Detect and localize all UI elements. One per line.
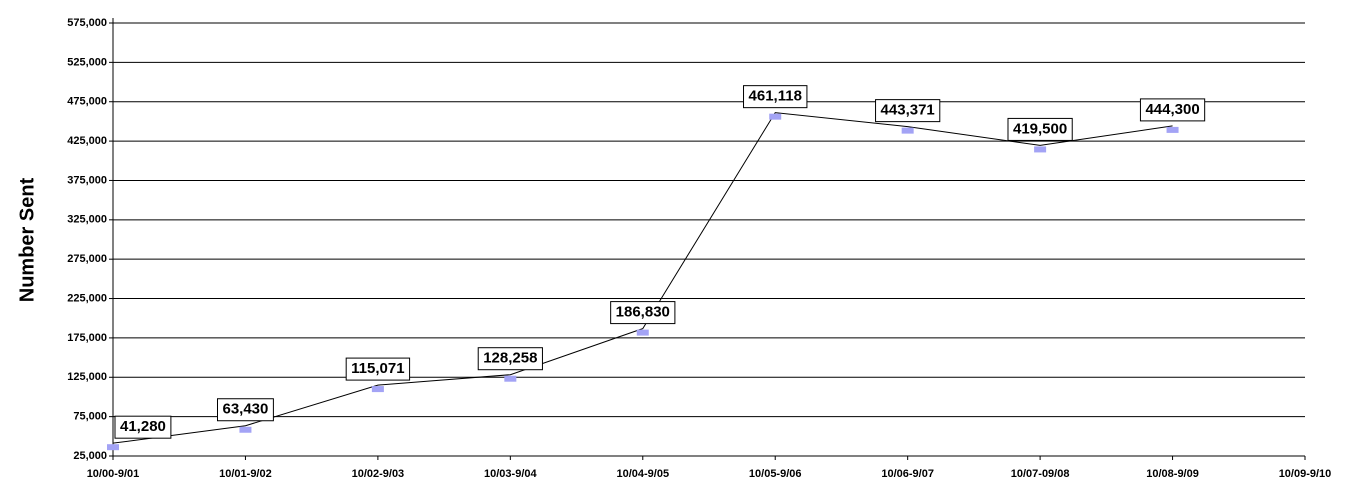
y-tick-label: 325,000 [67,214,107,226]
data-label-box [875,99,941,123]
x-tick-label: 10/01-9/02 [219,468,272,480]
x-tick-label: 10/08-9/09 [1146,468,1199,480]
point-marker [769,113,782,120]
data-label-box [345,357,411,381]
y-tick-label: 375,000 [67,174,107,186]
x-tick-label: 10/07-09/08 [1011,468,1070,480]
y-tick-label: 25,000 [73,450,107,462]
x-tick-label: 10/06-9/07 [881,468,934,480]
x-tick-label: 10/03-9/04 [484,468,537,480]
point-marker [1166,126,1179,133]
data-label-text: 443,371 [881,102,935,119]
data-line [112,112,1173,444]
data-label-text: 444,300 [1145,101,1199,118]
data-label-text: 419,500 [1013,120,1067,137]
data-label: 128,258 [477,347,543,371]
point-marker [1034,146,1047,153]
data-label: 444,300 [1139,98,1206,122]
point-marker [239,426,252,433]
point-marker [901,127,914,134]
data-label-box [216,398,274,422]
data-label-box [1007,117,1073,141]
data-label-box [743,85,808,109]
y-tick-label: 125,000 [67,371,107,383]
data-label: 115,071 [345,357,411,381]
data-label-text: 186,830 [616,304,670,321]
data-label: 186,830 [610,301,676,325]
x-tick-label: 10/09-9/10 [1279,468,1332,480]
point-marker [371,386,384,393]
data-label-box [610,301,676,325]
point-marker [504,375,517,382]
data-label-text: 461,118 [749,88,802,105]
data-label-box [1139,98,1206,122]
x-tick-label: 10/05-9/06 [749,468,802,480]
data-label-text: 63,430 [222,401,268,418]
data-label: 419,500 [1007,117,1073,141]
y-tick-label: 525,000 [67,56,107,68]
data-label: 461,118 [743,85,808,109]
data-label-text: 115,071 [351,360,404,377]
y-tick-label: 225,000 [67,292,107,304]
data-label: 63,430 [216,398,274,422]
data-label-text: 128,258 [483,350,537,367]
y-tick-label: 275,000 [67,253,107,265]
x-tick-label: 10/02-9/03 [352,468,405,480]
y-axis-title: Number Sent [16,177,38,302]
data-label-box [114,415,172,439]
data-label-text: 41,280 [120,418,166,435]
y-tick-label: 575,000 [67,17,107,29]
y-tick-label: 75,000 [73,411,107,423]
data-label-box [477,347,543,371]
point-marker [107,444,119,451]
data-label: 41,280 [114,415,172,439]
x-tick-label: 10/00-9/01 [87,468,140,480]
y-tick-label: 175,000 [67,332,107,344]
point-marker [636,329,649,336]
y-tick-label: 475,000 [67,96,107,108]
data-label: 443,371 [875,99,941,123]
y-tick-label: 425,000 [67,135,107,147]
x-tick-label: 10/04-9/05 [616,468,669,480]
